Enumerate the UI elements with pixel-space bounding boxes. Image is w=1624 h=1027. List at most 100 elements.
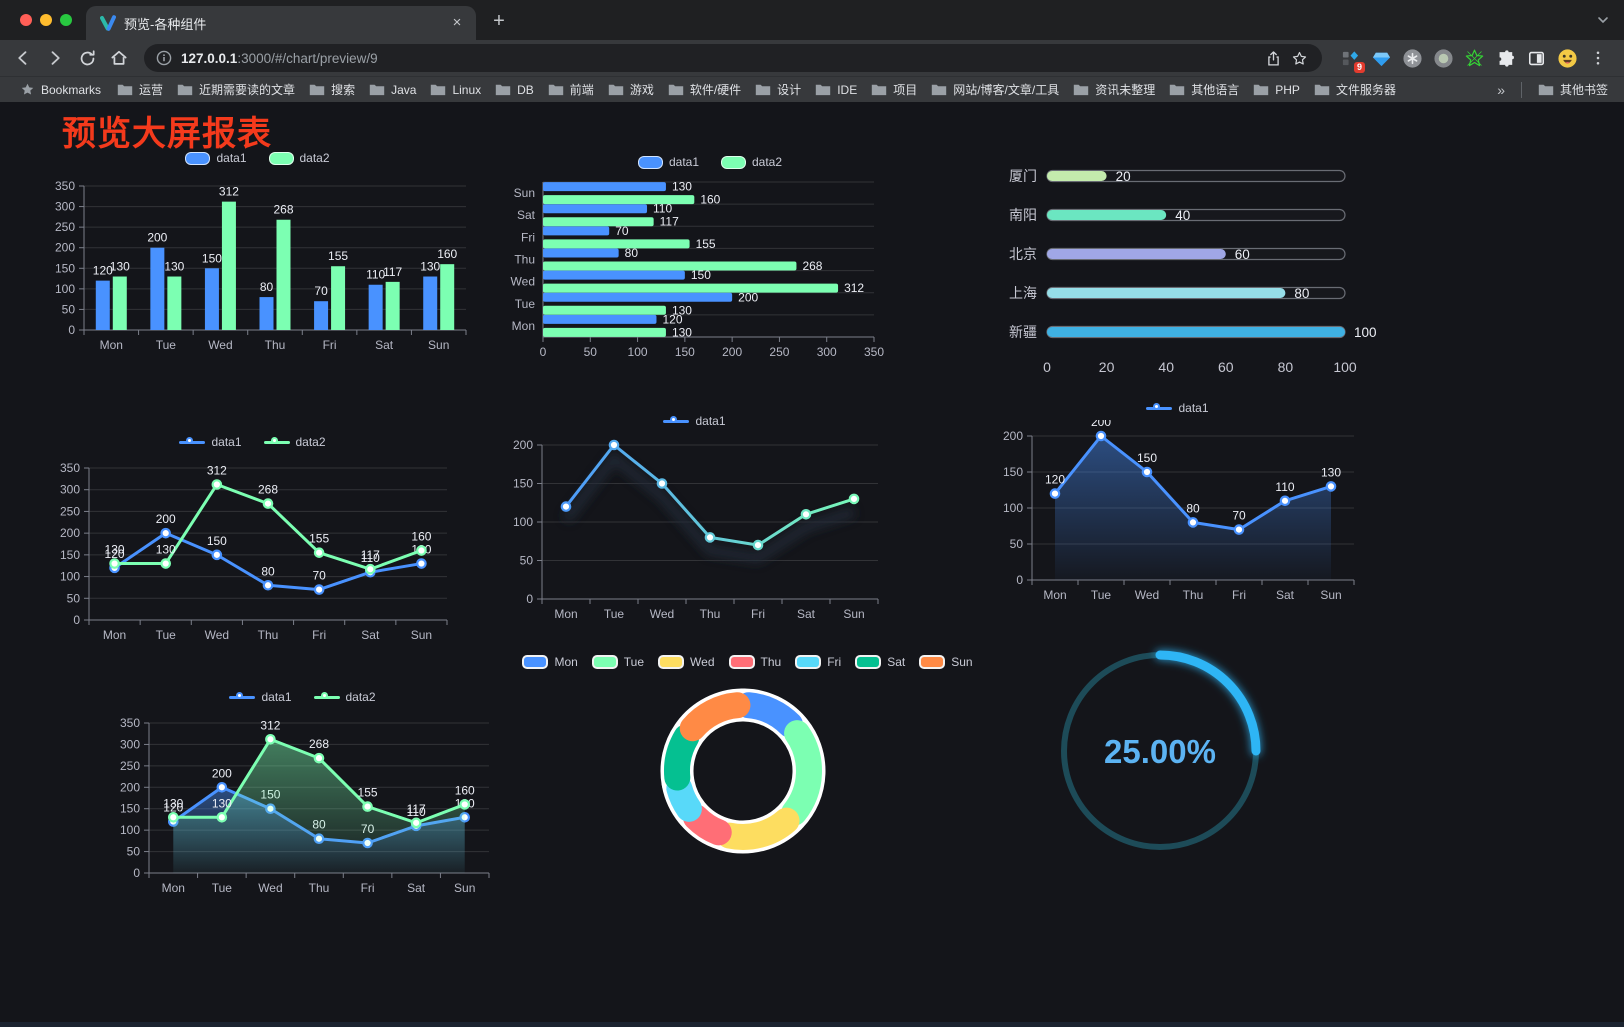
- svg-text:150: 150: [119, 802, 139, 816]
- legend-label: Mon: [554, 655, 578, 669]
- legend-item-Mon[interactable]: Mon: [522, 655, 578, 669]
- extension-gem-icon[interactable]: [1369, 46, 1393, 70]
- tab-close-icon[interactable]: ×: [452, 14, 462, 31]
- bookmark-folder-Linux[interactable]: Linux: [424, 81, 487, 99]
- svg-text:130: 130: [109, 260, 129, 274]
- svg-text:Sat: Sat: [375, 338, 394, 352]
- svg-text:100: 100: [1002, 501, 1022, 515]
- bookmark-folder-软件/硬件[interactable]: 软件/硬件: [662, 79, 747, 100]
- address-bar[interactable]: 127.0.0.1:3000/#/chart/preview/9: [144, 44, 1322, 72]
- extension-green-star-icon[interactable]: [1462, 46, 1486, 70]
- legend-item-Fri[interactable]: Fri: [795, 655, 841, 669]
- bookmark-folder-IDE[interactable]: IDE: [809, 81, 863, 99]
- svg-text:350: 350: [863, 345, 883, 359]
- bookmarks-overflow-chevron[interactable]: »: [1497, 81, 1505, 98]
- legend-item-data1[interactable]: data1: [185, 151, 247, 165]
- legend-swatch: [637, 155, 663, 169]
- svg-text:200: 200: [54, 241, 74, 255]
- city-progress-chart[interactable]: 厦门 20 南阳 40 北京 60 上海 80 新疆 100 0 20 40 60 80 100: [993, 158, 1383, 393]
- bookmark-folder-近期需要读的文章[interactable]: 近期需要读的文章: [171, 79, 301, 100]
- bookmarks-root[interactable]: Bookmarks: [14, 80, 107, 99]
- side-panel-icon[interactable]: [1524, 46, 1548, 70]
- svg-text:Wed: Wed: [258, 881, 282, 895]
- tab-search-chevron-icon[interactable]: [1596, 13, 1610, 32]
- bookmark-folder-前端[interactable]: 前端: [542, 79, 600, 100]
- svg-text:南阳: 南阳: [1009, 207, 1037, 223]
- legend-item-data2[interactable]: data2: [313, 690, 376, 704]
- maximize-window-button[interactable]: [60, 14, 72, 26]
- extension-circle-asterisk-icon[interactable]: [1400, 46, 1424, 70]
- area-line-chart[interactable]: 0 50 100 150 200 Mon Tue Wed Thu Fri Sat Sun 120 200 1…: [988, 420, 1368, 612]
- svg-text:Fri: Fri: [751, 607, 765, 621]
- browser-menu-kebab-icon[interactable]: [1586, 46, 1610, 70]
- svg-text:80: 80: [261, 564, 275, 578]
- bookmark-folder-label: Linux: [452, 82, 482, 97]
- legend-item-Sat[interactable]: Sat: [855, 655, 905, 669]
- grouped-bar-chart[interactable]: 0 50 100 150 200 250 300 350 Mon Tue Wed Thu Fri Sat S…: [38, 170, 478, 362]
- legend-item-Wed[interactable]: Wed: [658, 655, 715, 669]
- legend-item-data1[interactable]: data1: [179, 435, 242, 449]
- browser-tab[interactable]: 预览-各种组件 ×: [86, 6, 476, 40]
- bookmark-folder-DB[interactable]: DB: [489, 81, 540, 99]
- extension-grid-icon[interactable]: 9: [1338, 46, 1365, 73]
- gauge-chart[interactable]: 25.00%: [1038, 633, 1282, 868]
- svg-text:50: 50: [583, 345, 597, 359]
- url-text[interactable]: 127.0.0.1:3000/#/chart/preview/9: [181, 50, 378, 66]
- gradient-line-chart[interactable]: 0 50 100 150 200 Mon Tue Wed Thu Fri Sat Sun: [500, 433, 890, 631]
- legend-item-data1[interactable]: data1: [637, 155, 699, 169]
- bookmark-folder-Java[interactable]: Java: [363, 81, 422, 99]
- legend-item-Tue[interactable]: Tue: [591, 655, 644, 669]
- legend-item-Sun[interactable]: Sun: [919, 655, 973, 669]
- bookmark-folder-搜索[interactable]: 搜索: [303, 79, 361, 100]
- svg-text:100: 100: [1333, 359, 1357, 375]
- new-tab-button[interactable]: +: [493, 10, 505, 32]
- svg-text:100: 100: [1354, 325, 1377, 340]
- chart-cell-gradient-line: data1 0 50 100 150 200 Mon Tue Wed Thu Fri Sat Sun: [497, 409, 892, 631]
- bookmark-folder-PHP[interactable]: PHP: [1247, 81, 1306, 99]
- legend-label: data1: [261, 690, 292, 704]
- donut-chart[interactable]: [553, 677, 943, 859]
- bookmark-folder-游戏[interactable]: 游戏: [602, 79, 660, 100]
- legend-item-data1[interactable]: data1: [663, 414, 726, 428]
- home-button[interactable]: [104, 43, 134, 73]
- legend-item-data1[interactable]: data1: [229, 690, 292, 704]
- other-bookmarks[interactable]: 其他书签: [1532, 79, 1614, 100]
- forward-button[interactable]: [40, 43, 70, 73]
- legend-item-data2[interactable]: data2: [268, 151, 330, 165]
- extensions-puzzle-icon[interactable]: [1493, 46, 1517, 70]
- emoji-extension-icon[interactable]: [1555, 46, 1579, 70]
- horizontal-bar-chart[interactable]: Mon Tue Wed Thu Fri Sat Sun 0 50 100 150 200 250 300 3…: [503, 174, 918, 369]
- bookmark-folder-label: 游戏: [629, 83, 654, 97]
- legend-item-data2[interactable]: data2: [263, 435, 326, 449]
- bookmark-folder-项目[interactable]: 项目: [865, 79, 923, 100]
- site-info-icon[interactable]: [156, 50, 172, 66]
- bookmark-folder-网站/博客/文章/工具[interactable]: 网站/博客/文章/工具: [925, 79, 1065, 100]
- svg-text:130: 130: [155, 543, 175, 557]
- legend-item-Thu[interactable]: Thu: [728, 655, 781, 669]
- multi-line-chart[interactable]: 0 50 100 150 200 250 300 350 Mon Tue Wed Thu Fri Sat S…: [43, 454, 463, 654]
- reload-button[interactable]: [72, 43, 102, 73]
- share-icon[interactable]: [1260, 45, 1286, 71]
- bookmark-folder-文件服务器[interactable]: 文件服务器: [1308, 79, 1402, 100]
- bookmark-folder-运营[interactable]: 运营: [111, 79, 169, 100]
- back-button[interactable]: [8, 43, 38, 73]
- bookmark-folder-其他语言[interactable]: 其他语言: [1163, 79, 1245, 100]
- chart-cell-gauge: 25.00%: [1035, 633, 1285, 868]
- close-window-button[interactable]: [20, 14, 32, 26]
- legend-label: data1: [1178, 401, 1209, 415]
- extension-circle-dot-icon[interactable]: [1431, 46, 1455, 70]
- legend-item-data2[interactable]: data2: [721, 155, 782, 169]
- dual-area-chart[interactable]: 0 50 100 150 200 250 300 350 Mon Tue Wed Thu Fri Sat S…: [103, 709, 503, 907]
- svg-text:50: 50: [126, 845, 140, 859]
- svg-text:160: 160: [454, 783, 474, 797]
- svg-text:117: 117: [659, 215, 678, 229]
- svg-text:200: 200: [155, 512, 175, 526]
- legend-item-data1[interactable]: data1: [1146, 401, 1209, 415]
- bookmark-star-icon[interactable]: [1286, 45, 1312, 71]
- svg-text:Sun: Sun: [410, 628, 431, 642]
- bookmark-folder-资讯未整理[interactable]: 资讯未整理: [1067, 79, 1161, 100]
- minimize-window-button[interactable]: [40, 14, 52, 26]
- svg-text:250: 250: [119, 759, 139, 773]
- svg-text:Sat: Sat: [796, 607, 815, 621]
- bookmark-folder-设计[interactable]: 设计: [749, 79, 807, 100]
